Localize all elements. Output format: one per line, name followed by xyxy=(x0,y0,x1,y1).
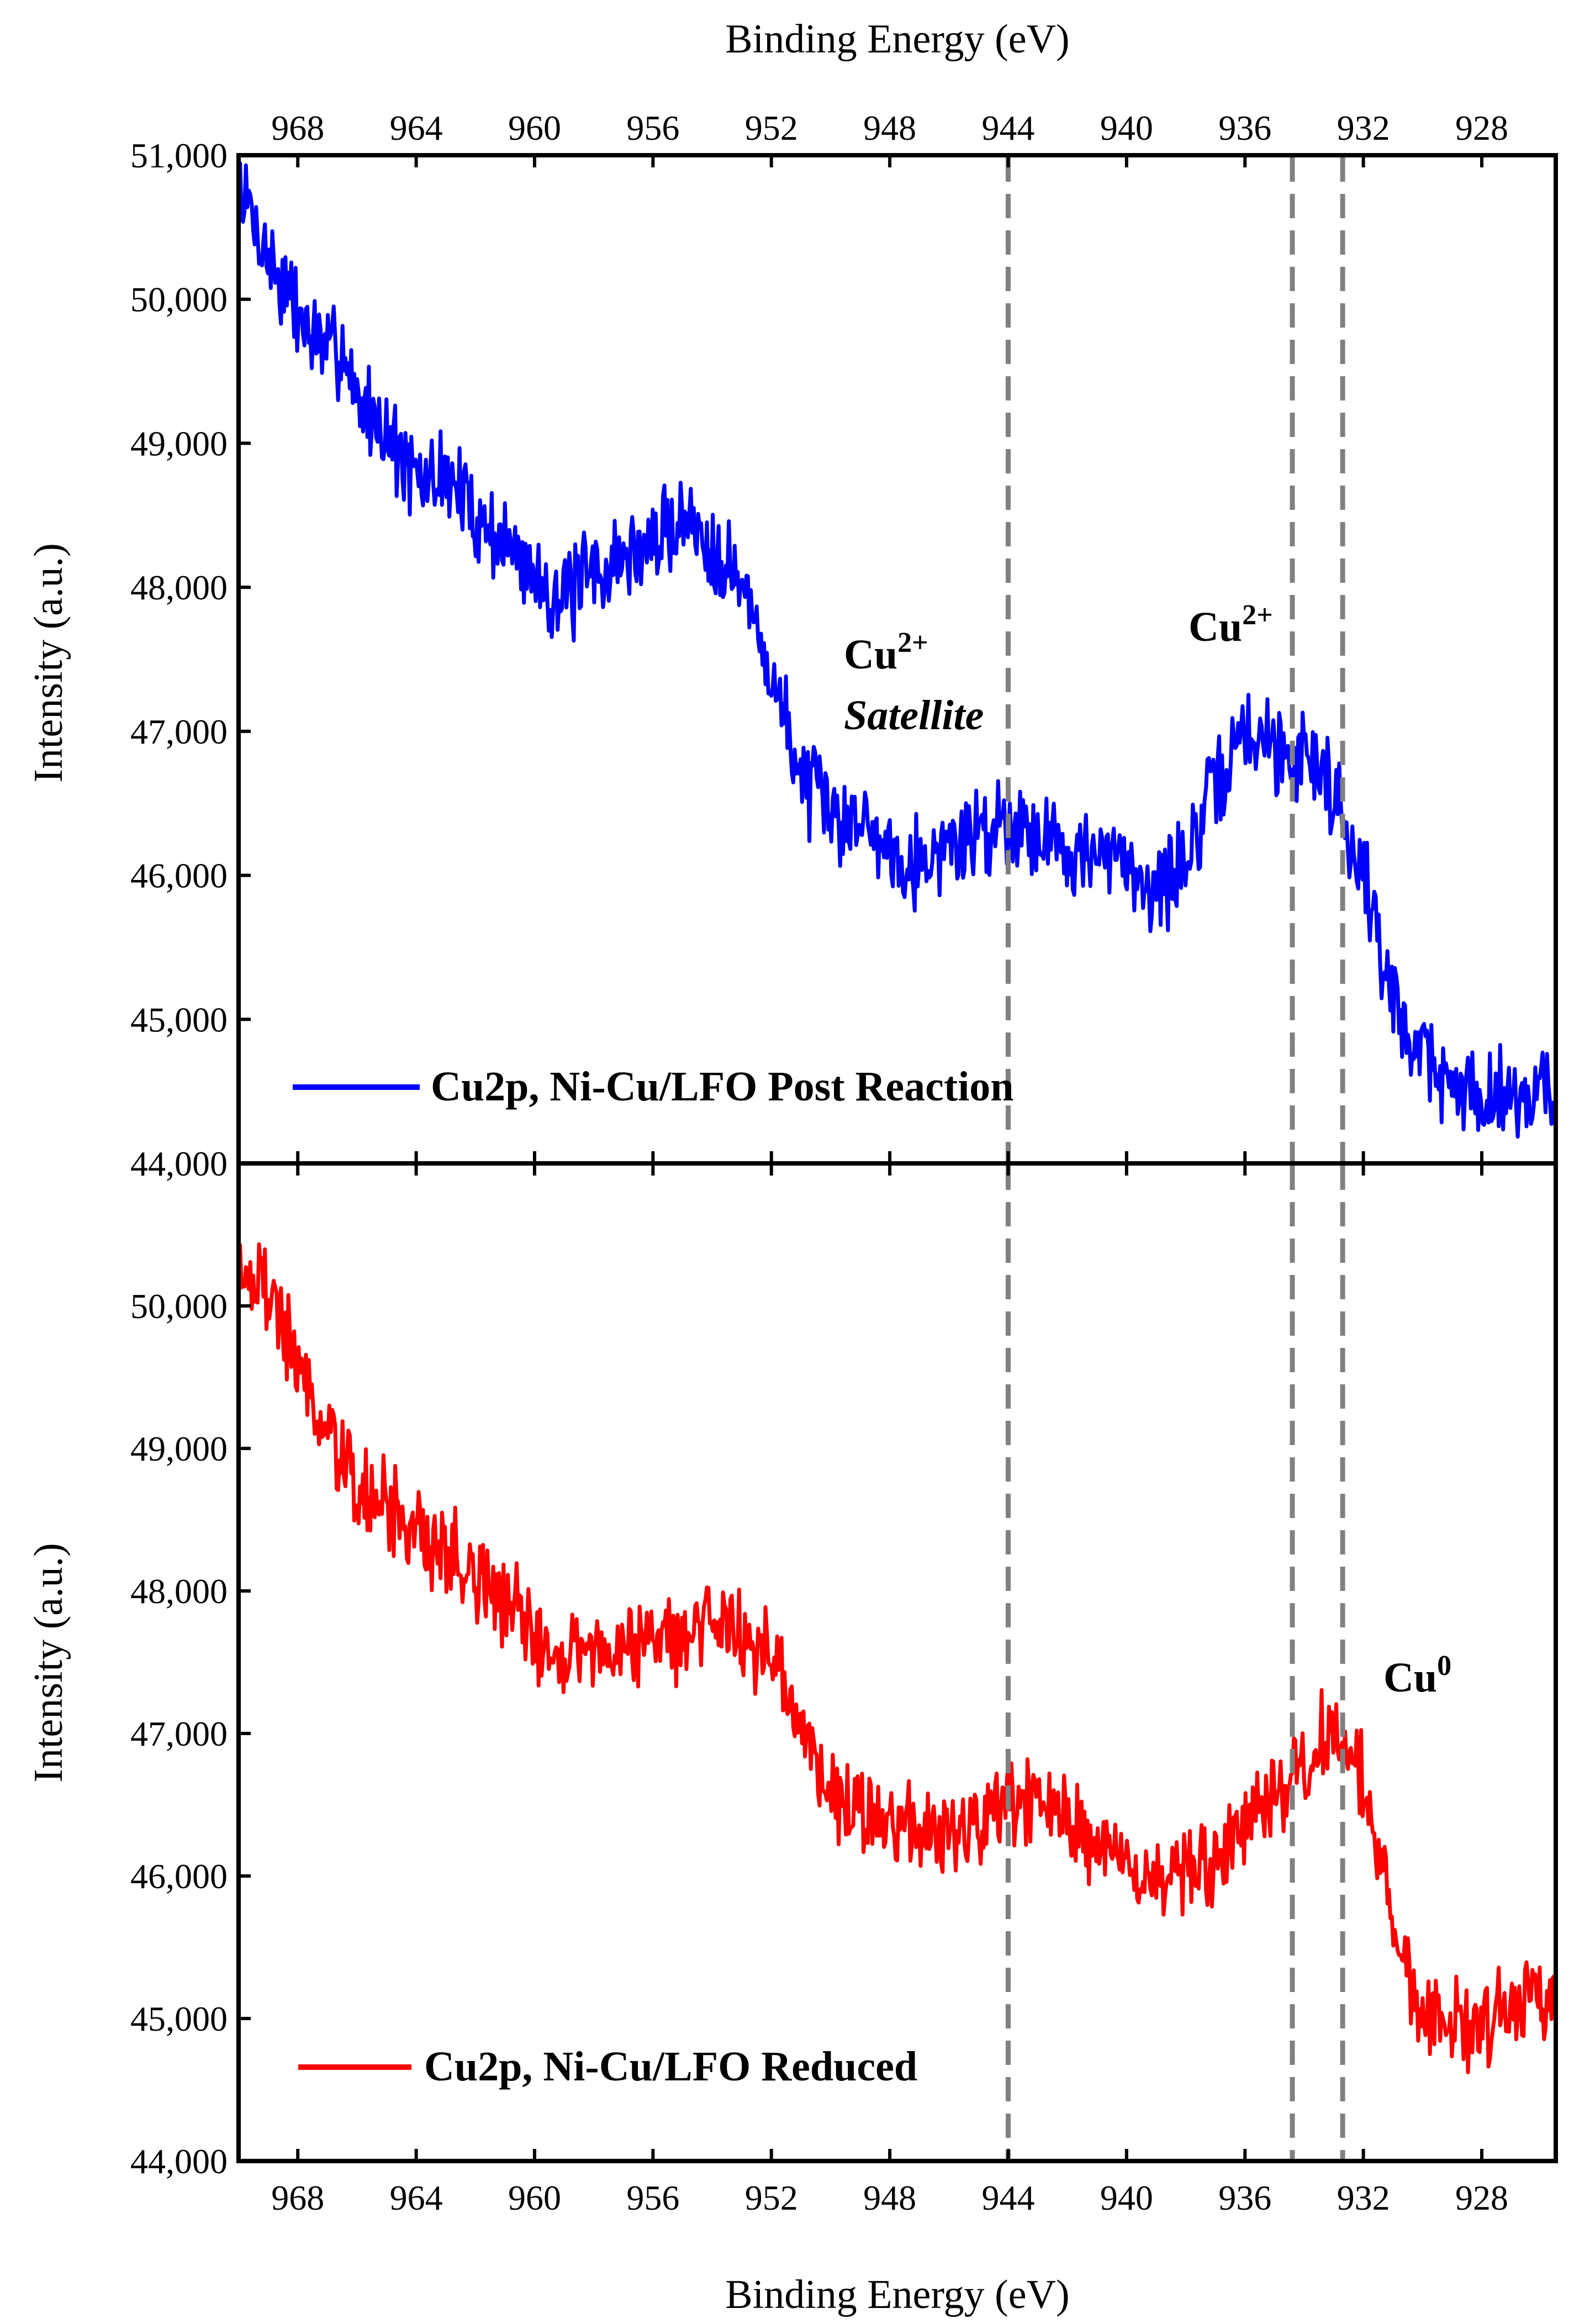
bottom-x-tick-label: 936 xyxy=(1218,2178,1271,2217)
bottom-x-tick-label: 968 xyxy=(271,2178,324,2217)
bottom-x-tick-label: 964 xyxy=(390,2178,443,2217)
annotation-cu2-satellite: Cu2+ Satellite xyxy=(844,627,984,739)
bottom-legend-label: Cu2p, Ni-Cu/LFO Reduced xyxy=(424,2043,917,2090)
bottom-y-axis-title: Intensity (a.u.) xyxy=(26,1543,71,1783)
top-x-tick-label: 928 xyxy=(1455,108,1508,147)
top-x-tick-label: 960 xyxy=(508,108,561,147)
bottom-x-tick-label: 928 xyxy=(1455,2178,1508,2217)
top-series-line xyxy=(236,161,1558,1139)
top-x-tick-label: 944 xyxy=(981,108,1034,147)
bottom-y-tick-label: 47,000 xyxy=(130,1714,228,1753)
bottom-x-tick-label: 956 xyxy=(626,2178,679,2217)
bottom-x-axis-title: Binding Energy (eV) xyxy=(725,2272,1069,2317)
annotation-cu2-satellite-label: Cu2+ xyxy=(844,627,928,678)
top-y-axis: 44,000 45,000 46,000 47,000 48,000 49,000 50,0… xyxy=(130,136,251,1183)
annotation-cu2-label: Cu2+ xyxy=(1189,599,1273,650)
annotation-cu0-label: Cu0 xyxy=(1383,1650,1451,1701)
annotation-cu2-satellite-sup: 2+ xyxy=(897,627,928,658)
annotation-cu2-satellite-base: Cu xyxy=(844,631,897,678)
top-legend: Cu2p, Ni-Cu/LFO Post Reaction xyxy=(293,1063,1014,1110)
bottom-x-tick-label: 944 xyxy=(981,2178,1034,2217)
top-y-tick-label: 48,000 xyxy=(130,568,228,607)
top-x-tick-label: 936 xyxy=(1218,108,1271,147)
bottom-x-tick-label: 960 xyxy=(508,2178,561,2217)
top-x-tick-label: 952 xyxy=(745,108,798,147)
bottom-series-line xyxy=(236,1242,1558,2074)
bottom-legend: Cu2p, Ni-Cu/LFO Reduced xyxy=(298,2043,917,2090)
top-series-group xyxy=(236,161,1558,1139)
top-x-axis: 968 964 960 956 952 948 944 940 936 932 928 xyxy=(271,108,1508,1163)
bottom-y-tick-label: 50,000 xyxy=(130,1287,228,1326)
top-y-tick-label: 46,000 xyxy=(130,856,228,895)
top-y-tick-label: 44,000 xyxy=(130,1144,228,1183)
bottom-y-tick-label: 49,000 xyxy=(130,1429,228,1468)
top-x-tick-label: 940 xyxy=(1100,108,1153,147)
bottom-y-tick-label: 48,000 xyxy=(130,1572,228,1611)
top-x-tick-label: 932 xyxy=(1337,108,1390,147)
top-y-tick-label: 51,000 xyxy=(130,136,228,175)
bottom-x-tick-label: 940 xyxy=(1100,2178,1153,2217)
annotation-cu2-base: Cu xyxy=(1189,604,1242,650)
top-legend-label: Cu2p, Ni-Cu/LFO Post Reaction xyxy=(431,1063,1014,1110)
bottom-y-axis: 44,000 45,000 46,000 47,000 48,000 49,000 50,0… xyxy=(130,1287,251,2181)
top-x-tick-label: 968 xyxy=(271,108,324,147)
top-x-tick-label: 956 xyxy=(626,108,679,147)
bottom-y-tick-label: 44,000 xyxy=(130,2142,228,2181)
bottom-series-group xyxy=(236,1242,1558,2074)
top-x-tick-label: 964 xyxy=(390,108,443,147)
top-x-tick-label: 948 xyxy=(863,108,916,147)
top-x-axis-title: Binding Energy (eV) xyxy=(725,17,1069,62)
bottom-y-tick-label: 46,000 xyxy=(130,1857,228,1896)
annotation-cu2-sup: 2+ xyxy=(1242,599,1273,631)
bottom-x-tick-label: 932 xyxy=(1337,2178,1390,2217)
top-y-tick-label: 49,000 xyxy=(130,424,228,463)
reference-lines xyxy=(1005,157,1345,2159)
bottom-plot-frame xyxy=(236,1161,1558,2163)
bottom-x-axis: 968 964 960 956 952 948 944 940 936 932 928 xyxy=(271,1163,1508,2217)
top-y-tick-label: 47,000 xyxy=(130,712,228,751)
top-y-tick-label: 50,000 xyxy=(130,280,228,319)
annotation-cu0-base: Cu xyxy=(1383,1654,1437,1701)
bottom-x-tick-label: 948 xyxy=(863,2178,916,2217)
bottom-y-tick-label: 45,000 xyxy=(130,1999,228,2038)
annotation-satellite-label: Satellite xyxy=(844,692,984,739)
top-y-tick-label: 45,000 xyxy=(130,1000,228,1039)
bottom-x-tick-label: 952 xyxy=(745,2178,798,2217)
top-y-axis-title: Intensity (a.u.) xyxy=(26,543,71,783)
annotation-cu0-sup: 0 xyxy=(1437,1650,1451,1682)
